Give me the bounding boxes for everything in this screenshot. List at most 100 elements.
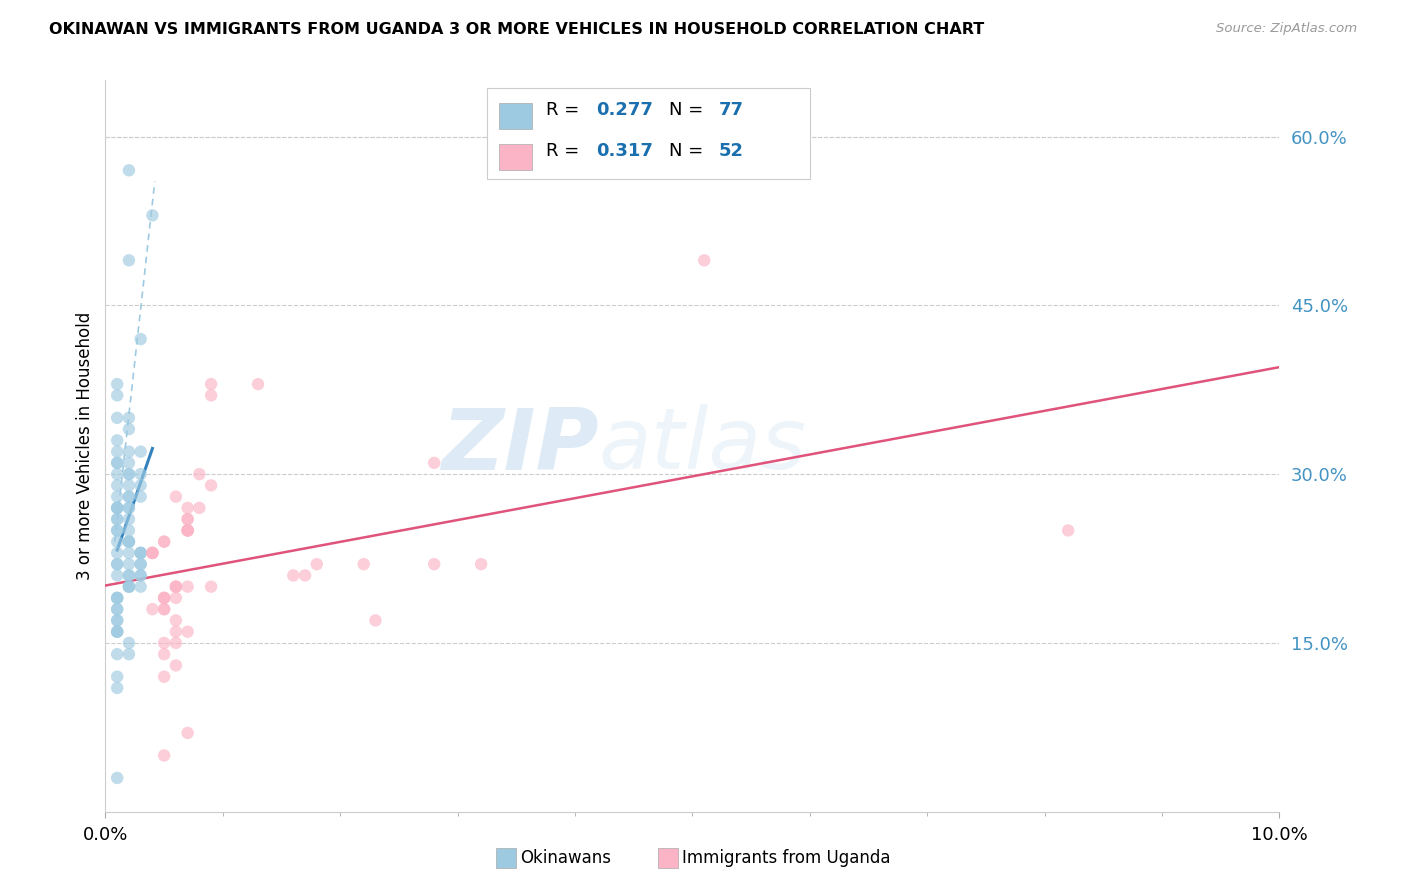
Point xyxy=(364,614,387,628)
Point xyxy=(129,557,152,571)
Point xyxy=(118,444,141,458)
Point xyxy=(118,534,141,549)
Point xyxy=(105,614,128,628)
Point xyxy=(470,557,492,571)
Point xyxy=(141,546,163,560)
Point xyxy=(165,624,187,639)
Point xyxy=(153,534,176,549)
Point xyxy=(153,534,176,549)
Point xyxy=(105,557,128,571)
Point xyxy=(105,377,128,392)
Point xyxy=(200,377,222,392)
Point xyxy=(305,557,328,571)
Point xyxy=(105,534,128,549)
Point xyxy=(165,636,187,650)
Point xyxy=(153,636,176,650)
Point xyxy=(118,456,141,470)
Point xyxy=(105,591,128,605)
Point xyxy=(423,557,446,571)
Point xyxy=(118,580,141,594)
Point xyxy=(105,568,128,582)
Point xyxy=(105,456,128,470)
Point xyxy=(105,614,128,628)
Point xyxy=(118,467,141,482)
Text: R =: R = xyxy=(546,102,585,120)
Point xyxy=(105,602,128,616)
Text: N =: N = xyxy=(669,142,709,161)
Point xyxy=(294,568,316,582)
Point xyxy=(105,546,128,560)
Point xyxy=(118,636,141,650)
Point xyxy=(129,546,152,560)
Text: 52: 52 xyxy=(718,142,744,161)
Point xyxy=(105,410,128,425)
Point xyxy=(129,467,152,482)
Point xyxy=(105,602,128,616)
Point xyxy=(153,647,176,661)
Point xyxy=(105,624,128,639)
Point xyxy=(283,568,305,582)
Point xyxy=(105,647,128,661)
Point xyxy=(118,478,141,492)
Point xyxy=(105,500,128,515)
Point xyxy=(176,624,198,639)
Point xyxy=(105,591,128,605)
Point xyxy=(129,332,152,346)
Point xyxy=(200,388,222,402)
Point xyxy=(105,500,128,515)
Text: atlas: atlas xyxy=(599,404,807,488)
Point xyxy=(693,253,716,268)
Text: Okinawans: Okinawans xyxy=(520,849,612,867)
Text: ZIP: ZIP xyxy=(441,404,599,488)
Point xyxy=(200,478,222,492)
Text: Source: ZipAtlas.com: Source: ZipAtlas.com xyxy=(1216,22,1357,36)
Point xyxy=(153,591,176,605)
Point xyxy=(153,591,176,605)
Point xyxy=(153,670,176,684)
FancyBboxPatch shape xyxy=(499,144,531,170)
Point xyxy=(105,624,128,639)
Point xyxy=(176,512,198,526)
Point xyxy=(153,602,176,616)
Point xyxy=(105,444,128,458)
Point xyxy=(118,568,141,582)
Point xyxy=(247,377,270,392)
Point xyxy=(176,524,198,538)
Point xyxy=(153,602,176,616)
Point xyxy=(105,512,128,526)
Point xyxy=(153,748,176,763)
Text: R =: R = xyxy=(546,142,585,161)
Point xyxy=(141,546,163,560)
Point xyxy=(165,614,187,628)
Point xyxy=(105,681,128,695)
Point xyxy=(118,163,141,178)
Point xyxy=(165,658,187,673)
Point xyxy=(176,524,198,538)
Point xyxy=(105,512,128,526)
Point xyxy=(118,410,141,425)
Point xyxy=(176,580,198,594)
Point xyxy=(105,467,128,482)
Point xyxy=(105,624,128,639)
Text: N =: N = xyxy=(669,102,709,120)
Point xyxy=(141,546,163,560)
Point xyxy=(129,568,152,582)
FancyBboxPatch shape xyxy=(499,103,531,129)
Point xyxy=(188,467,211,482)
Point xyxy=(118,422,141,436)
Point xyxy=(105,434,128,448)
Point xyxy=(165,490,187,504)
Point xyxy=(118,647,141,661)
Point xyxy=(129,546,152,560)
Point xyxy=(129,568,152,582)
Point xyxy=(118,580,141,594)
Point xyxy=(118,568,141,582)
Point xyxy=(118,512,141,526)
Point xyxy=(129,444,152,458)
Point xyxy=(129,478,152,492)
Point xyxy=(118,524,141,538)
Point xyxy=(129,490,152,504)
Y-axis label: 3 or more Vehicles in Household: 3 or more Vehicles in Household xyxy=(76,312,94,580)
Point xyxy=(118,557,141,571)
Point xyxy=(105,456,128,470)
